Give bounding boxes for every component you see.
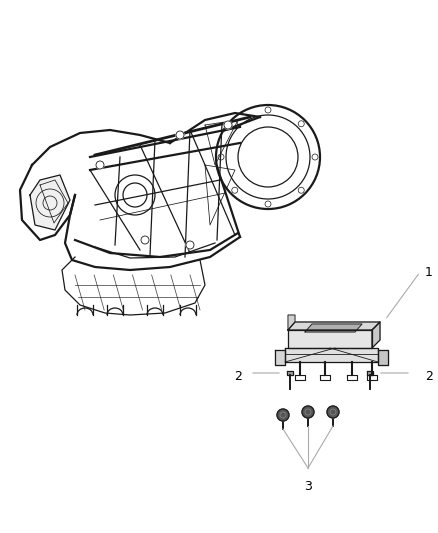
Circle shape: [232, 187, 238, 193]
Polygon shape: [288, 322, 380, 330]
Circle shape: [96, 161, 104, 169]
Circle shape: [265, 201, 271, 207]
Circle shape: [298, 121, 304, 127]
Polygon shape: [378, 350, 388, 365]
Circle shape: [298, 187, 304, 193]
Polygon shape: [367, 371, 373, 375]
Circle shape: [265, 107, 271, 113]
Circle shape: [218, 154, 224, 160]
Text: 1: 1: [425, 265, 433, 279]
Text: 3: 3: [304, 480, 312, 493]
Polygon shape: [285, 348, 378, 362]
Polygon shape: [305, 324, 362, 332]
Circle shape: [277, 409, 289, 421]
Circle shape: [176, 131, 184, 139]
Circle shape: [141, 236, 149, 244]
Circle shape: [312, 154, 318, 160]
Polygon shape: [372, 322, 380, 348]
Polygon shape: [288, 315, 295, 330]
Circle shape: [224, 121, 232, 129]
Polygon shape: [287, 371, 293, 375]
Circle shape: [186, 241, 194, 249]
Text: 2: 2: [234, 369, 242, 383]
Text: 2: 2: [425, 369, 433, 383]
Polygon shape: [30, 175, 70, 230]
Polygon shape: [288, 330, 372, 348]
Polygon shape: [275, 350, 285, 365]
Circle shape: [302, 406, 314, 418]
Circle shape: [327, 406, 339, 418]
Circle shape: [232, 121, 238, 127]
